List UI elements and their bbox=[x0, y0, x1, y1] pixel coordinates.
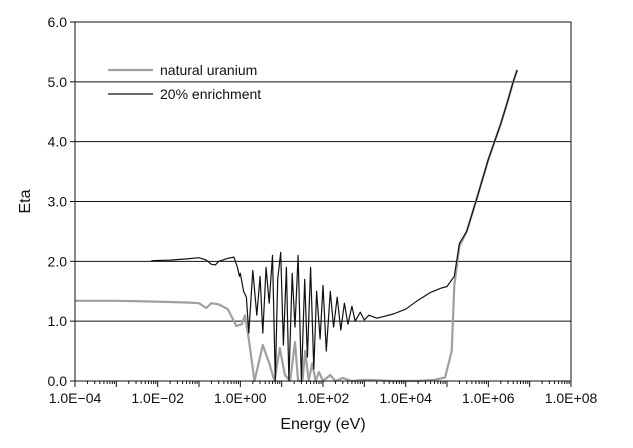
grid-lines bbox=[75, 81, 571, 322]
x-tick-label: 1.0E−02 bbox=[131, 390, 184, 406]
x-tick-label: 1.0E+00 bbox=[214, 390, 267, 406]
y-tick-label: 2.0 bbox=[48, 253, 68, 269]
x-tick-label: 1.0E+02 bbox=[297, 390, 350, 406]
y-tick-label: 5.0 bbox=[48, 74, 68, 90]
x-tick-label: 1.0E−04 bbox=[49, 390, 102, 406]
x-tick-labels: 1.0E−04 1.0E−02 1.0E+00 1.0E+02 1.0E+04 1.0E+… bbox=[49, 390, 598, 406]
x-tick-label: 1.0E+08 bbox=[545, 390, 598, 406]
y-axis-title: Eta bbox=[17, 189, 34, 213]
y-tick-label: 1.0 bbox=[48, 313, 68, 329]
axis-ticks bbox=[70, 21, 572, 387]
series-line-0 bbox=[75, 69, 519, 383]
x-tick-label: 1.0E+04 bbox=[379, 390, 432, 406]
x-axis-title: Energy (eV) bbox=[280, 416, 365, 433]
x-tick-label: 1.0E+06 bbox=[462, 390, 515, 406]
legend: natural uranium 20% enrichment bbox=[108, 62, 261, 102]
series-line-1 bbox=[151, 69, 518, 382]
y-tick-labels: 0.0 1.0 2.0 3.0 4.0 5.0 6.0 bbox=[48, 14, 68, 389]
legend-label-20-percent-enrichment: 20% enrichment bbox=[160, 86, 261, 102]
y-tick-label: 4.0 bbox=[48, 134, 68, 150]
y-tick-label: 6.0 bbox=[48, 14, 68, 30]
series-layer bbox=[75, 69, 519, 383]
y-tick-label: 3.0 bbox=[48, 194, 68, 210]
y-tick-label: 0.0 bbox=[48, 373, 68, 389]
legend-label-natural-uranium: natural uranium bbox=[160, 62, 257, 78]
